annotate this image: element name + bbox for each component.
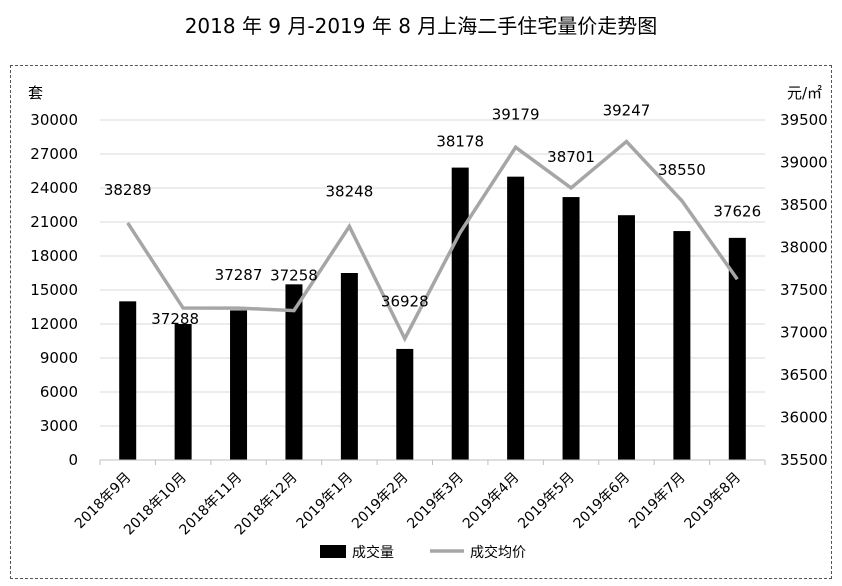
chart-frame xyxy=(10,65,832,579)
bar xyxy=(285,284,303,460)
y-left-tick-label: 9000 xyxy=(40,349,78,367)
data-label: 38289 xyxy=(104,181,152,199)
y-left-tick-label: 27000 xyxy=(30,145,78,163)
x-tick-label: 2019年6月 xyxy=(571,470,634,533)
y-left-tick-label: 24000 xyxy=(30,179,78,197)
bar xyxy=(340,273,358,460)
legend-label-line: 成交均价 xyxy=(470,544,526,561)
bar xyxy=(728,237,746,460)
y-right-unit: 元/㎡ xyxy=(787,84,822,102)
y-left-tick-label: 18000 xyxy=(30,247,78,265)
data-label: 39247 xyxy=(603,102,651,120)
y-left-tick-label: 21000 xyxy=(30,213,78,231)
y-left-tick-label: 6000 xyxy=(40,383,78,401)
data-label: 37288 xyxy=(151,310,199,328)
data-label: 39179 xyxy=(492,105,540,123)
y-left-unit: 套 xyxy=(28,84,43,102)
data-label: 37626 xyxy=(713,202,761,220)
data-label: 38701 xyxy=(547,148,595,166)
bar xyxy=(507,176,525,460)
x-tick-label: 2019年1月 xyxy=(294,470,357,533)
data-label: 38550 xyxy=(658,161,706,179)
bar xyxy=(562,197,580,461)
bar xyxy=(230,310,248,460)
y-right-tick-label: 38000 xyxy=(780,239,828,257)
x-tick-label: 2019年2月 xyxy=(349,470,412,533)
y-left-tick-label: 0 xyxy=(68,451,78,469)
line-series xyxy=(126,139,739,343)
y-right-tick-label: 35500 xyxy=(780,451,828,469)
y-left-tick-label: 30000 xyxy=(30,111,78,129)
y-right-tick-label: 36000 xyxy=(780,409,828,427)
x-tick-label: 2019年3月 xyxy=(404,470,467,533)
x-tick-label: 2019年8月 xyxy=(682,470,745,533)
bar xyxy=(451,167,469,460)
y-left-tick-label: 12000 xyxy=(30,315,78,333)
x-tick-label: 2019年7月 xyxy=(626,470,689,533)
data-labels: 38289 37288 37287 37258 38248 36928 38178 39179… xyxy=(104,102,761,329)
data-label: 37258 xyxy=(270,267,318,285)
data-label: 36928 xyxy=(381,293,429,311)
y-right-tick-label: 39000 xyxy=(780,154,828,172)
bar xyxy=(617,215,635,460)
bar xyxy=(119,301,137,460)
x-tick-label: 2019年5月 xyxy=(515,470,578,533)
bar xyxy=(396,348,414,460)
price-line xyxy=(126,139,739,343)
y-left-tick-label: 15000 xyxy=(30,281,78,299)
axes: 0 3000 6000 9000 12000 15000 18000 21000 24000 27… xyxy=(28,84,828,538)
y-right-tick-label: 36500 xyxy=(780,366,828,384)
data-label: 37287 xyxy=(215,266,263,284)
y-right-tick-label: 39500 xyxy=(780,111,828,129)
y-right-tick-label: 37500 xyxy=(780,281,828,299)
x-tick-label: 2019年4月 xyxy=(460,470,523,533)
bar xyxy=(673,231,691,460)
data-label: 38178 xyxy=(436,132,484,150)
y-left-tick-label: 3000 xyxy=(40,417,78,435)
y-right-tick-label: 37000 xyxy=(780,324,828,342)
bar xyxy=(174,324,192,460)
data-label: 38248 xyxy=(326,182,374,200)
legend: 成交量 成交均价 xyxy=(320,544,526,561)
bar-series xyxy=(119,167,746,461)
y-right-tick-label: 38500 xyxy=(780,196,828,214)
legend-swatch-bar xyxy=(320,545,346,558)
chart-title: 2018 年 9 月-2019 年 8 月上海二手住宅量价走势图 xyxy=(184,14,658,38)
legend-label-bar: 成交量 xyxy=(352,544,394,561)
